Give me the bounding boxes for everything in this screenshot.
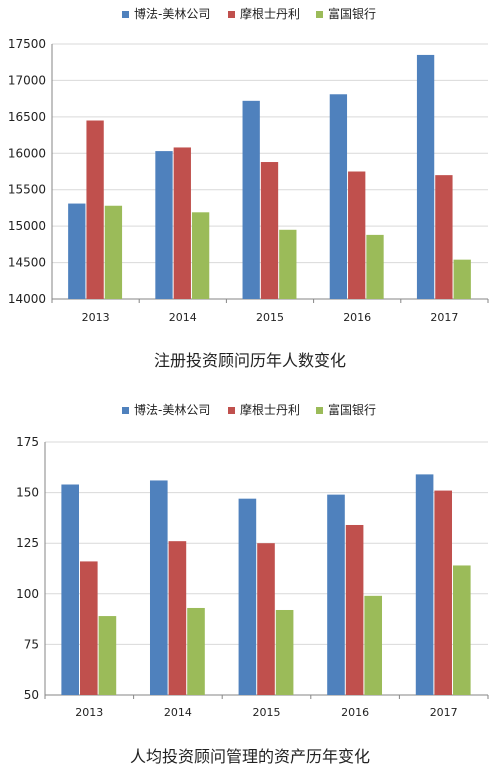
y-tick-label: 100 (16, 587, 39, 601)
legend-label: 博法-美林公司 (134, 6, 210, 21)
bar-2017-s2 (434, 490, 453, 695)
x-tick-label: 2015 (256, 311, 284, 324)
bar-2017-s3 (453, 259, 471, 299)
bar-2013-s3 (98, 616, 117, 695)
bar-2015-s2 (257, 543, 275, 695)
bar-2014-s1 (149, 480, 168, 695)
x-tick-label: 2014 (164, 706, 192, 719)
bar-2014-s3 (191, 212, 210, 299)
legend-label: 博法-美林公司 (134, 402, 210, 417)
bar-2013-s3 (104, 205, 123, 299)
bar-2017-s2 (435, 175, 453, 299)
x-tick-label: 2015 (253, 706, 281, 719)
legend-swatch (228, 11, 235, 18)
bar-2013-s1 (68, 203, 86, 299)
x-tick-label: 2017 (430, 311, 458, 324)
legend-swatch (316, 407, 323, 414)
y-tick-label: 14000 (8, 292, 46, 306)
y-tick-label: 14500 (8, 256, 46, 270)
bar-2015-s3 (279, 229, 297, 299)
legend-swatch (316, 11, 323, 18)
x-tick-label: 2016 (341, 706, 369, 719)
bar-2017-s1 (416, 54, 435, 299)
bar-2016-s3 (366, 234, 384, 299)
bar-2016-s2 (348, 171, 366, 299)
bar-2017-s1 (415, 474, 434, 695)
legend-swatch (122, 11, 129, 18)
y-tick-label: 175 (16, 435, 39, 449)
y-tick-label: 75 (24, 637, 39, 651)
bar-2014-s2 (173, 147, 191, 299)
bar-2015-s3 (275, 609, 294, 695)
legend-swatch (122, 407, 129, 414)
y-tick-label: 15500 (8, 183, 46, 197)
bar-2015-s1 (242, 100, 260, 299)
x-tick-label: 2013 (82, 311, 110, 324)
legend-label: 富国银行 (328, 6, 376, 21)
legend-label: 摩根士丹利 (240, 402, 300, 417)
y-tick-label: 17000 (8, 73, 46, 87)
bar-2013-s2 (79, 561, 98, 695)
x-tick-label: 2013 (75, 706, 103, 719)
bar-2013-s2 (86, 120, 104, 299)
bar-2013-s1 (61, 484, 79, 695)
registered-advisors-chart: 14000 14500 15000 15500 16000 16500 17000 17500… (8, 6, 489, 324)
bar-2016-s2 (345, 524, 364, 695)
y-tick-label: 125 (16, 536, 39, 550)
legend-swatch (228, 407, 235, 414)
bar-2014-s3 (187, 607, 205, 695)
y-tick-label: 15000 (8, 219, 46, 233)
bar-2015-s2 (260, 162, 279, 299)
assets-per-advisor-chart: 50 75 100 125 150 175 2013 2014 2015 2016 2017 博法-美… (16, 402, 489, 719)
y-tick-label: 150 (16, 486, 39, 500)
x-tick-label: 2017 (430, 706, 458, 719)
y-tick-label: 17500 (8, 37, 46, 51)
chart2-caption: 人均投资顾问管理的资产历年变化 (129, 747, 370, 766)
bar-2016-s1 (329, 94, 348, 300)
bar-2015-s1 (238, 498, 257, 695)
y-tick-label: 16000 (8, 146, 46, 160)
bar-2014-s2 (168, 541, 187, 695)
bar-2016-s3 (364, 595, 383, 695)
bar-2017-s3 (453, 565, 471, 695)
legend-label: 富国银行 (328, 402, 376, 417)
bar-2014-s1 (155, 151, 173, 299)
legend-label: 摩根士丹利 (240, 6, 300, 21)
y-tick-label: 16500 (8, 110, 46, 124)
x-tick-label: 2016 (343, 311, 371, 324)
chart1-caption: 注册投资顾问历年人数变化 (153, 351, 346, 370)
bar-2016-s1 (327, 494, 345, 695)
x-tick-label: 2014 (169, 311, 197, 324)
y-tick-label: 50 (24, 688, 39, 702)
